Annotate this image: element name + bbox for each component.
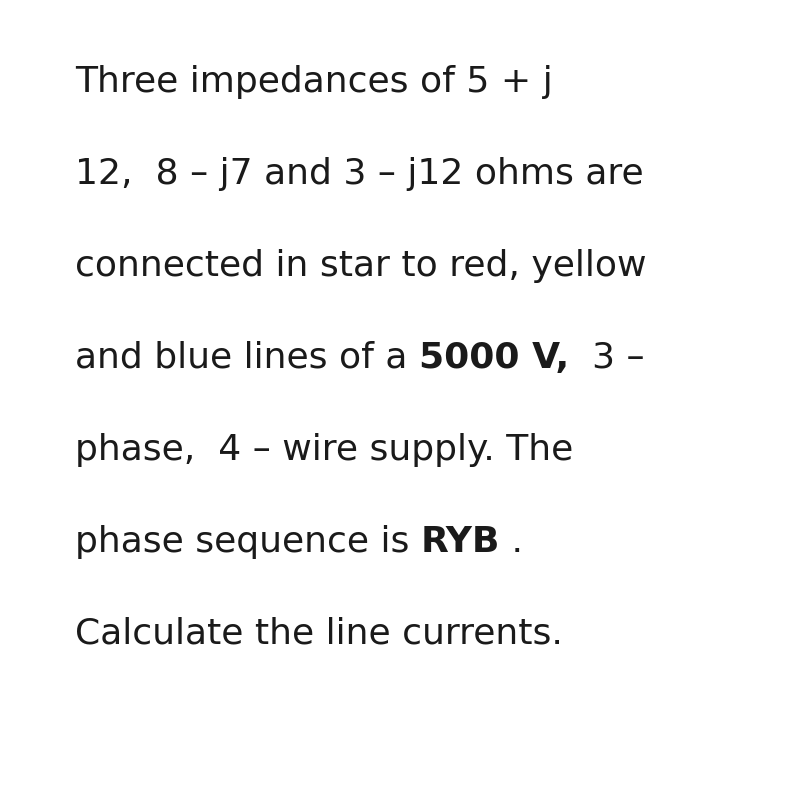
Text: Three impedances of 5 + j: Three impedances of 5 + j [75, 65, 553, 99]
Text: RYB: RYB [421, 525, 500, 559]
Text: 3 –: 3 – [569, 341, 645, 375]
Text: and blue lines of a: and blue lines of a [75, 341, 419, 375]
Text: Calculate the line currents.: Calculate the line currents. [75, 617, 563, 651]
Text: .: . [500, 525, 523, 559]
Text: 5000 V,: 5000 V, [419, 341, 569, 375]
Text: 12,  8 – j7 and 3 – j12 ohms are: 12, 8 – j7 and 3 – j12 ohms are [75, 157, 644, 191]
Text: connected in star to red, yellow: connected in star to red, yellow [75, 249, 646, 283]
Text: phase,  4 – wire supply. The: phase, 4 – wire supply. The [75, 433, 573, 467]
Text: phase sequence is: phase sequence is [75, 525, 421, 559]
